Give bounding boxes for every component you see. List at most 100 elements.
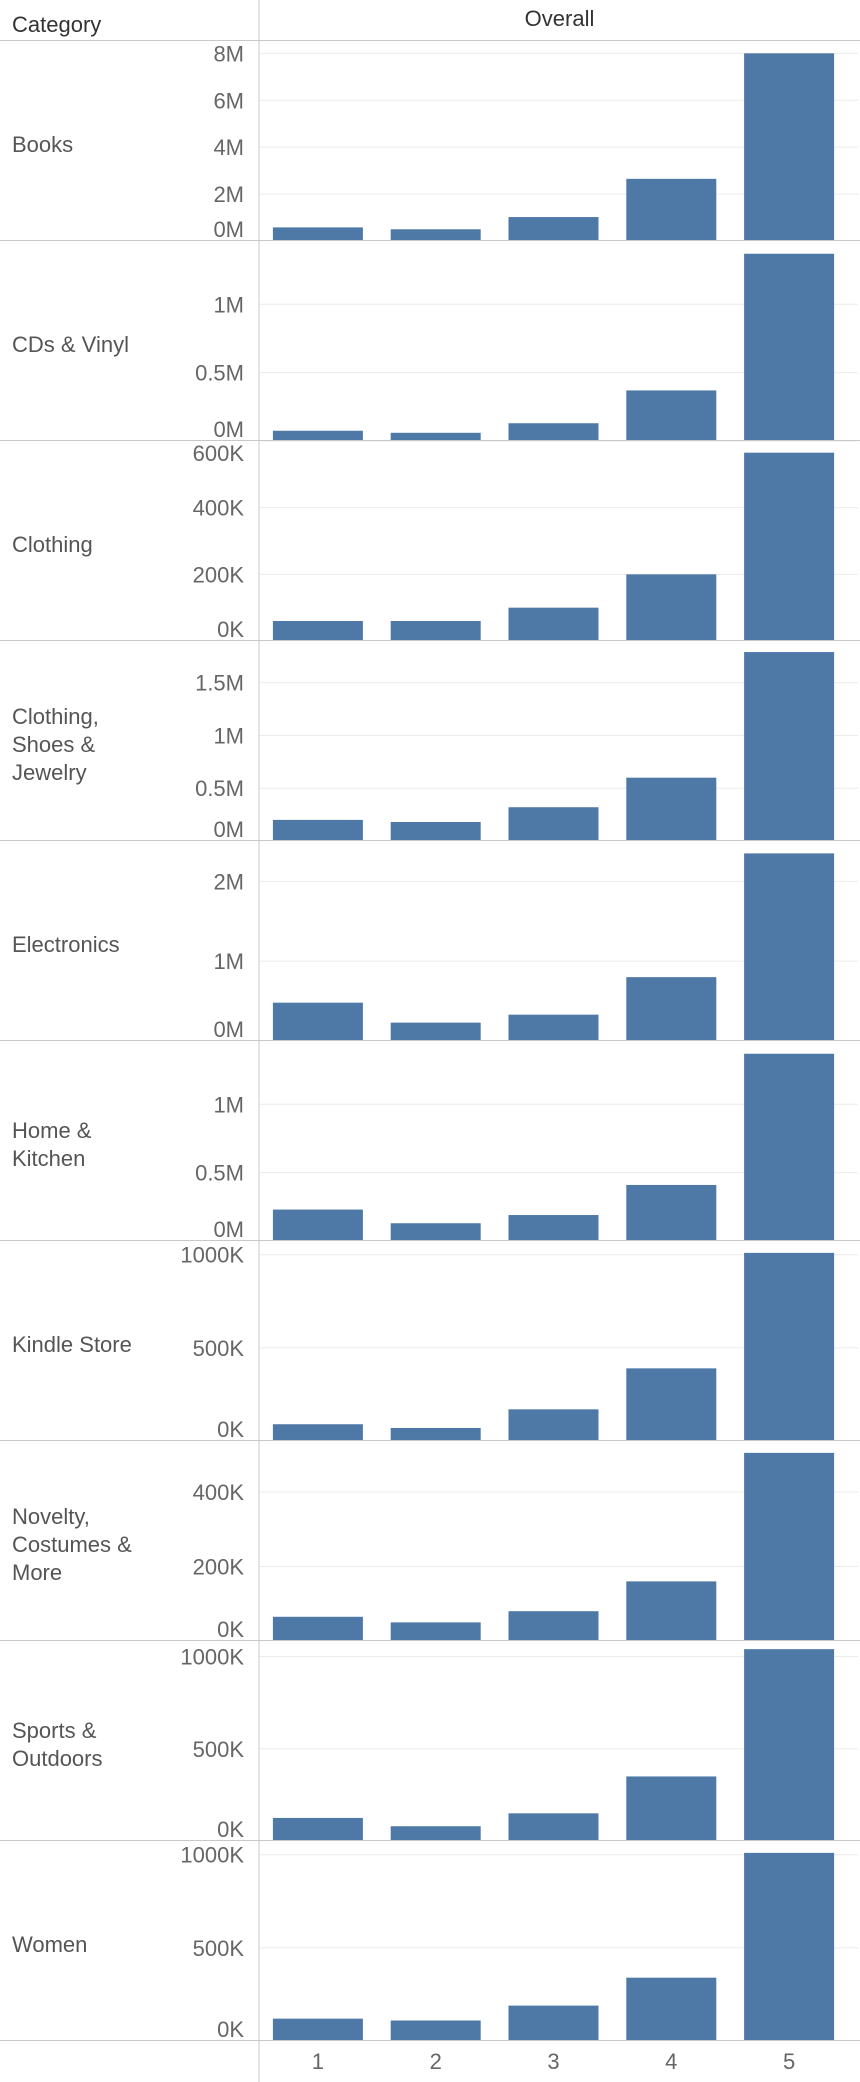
y-tick-label: 1M bbox=[213, 949, 244, 974]
bar bbox=[744, 1452, 835, 1641]
bar bbox=[626, 574, 717, 641]
category-label: CDs & Vinyl bbox=[12, 332, 129, 357]
panel-plot: 0M 1M 2M bbox=[0, 841, 860, 1041]
bar bbox=[744, 1053, 835, 1241]
x-tick-label: 3 bbox=[547, 2049, 559, 2074]
bar bbox=[390, 1826, 481, 1841]
category-panel: 0M 0.5M 1M 1.5M Clothing, Shoes & Jewelry bbox=[0, 641, 860, 841]
y-tick-label: 2M bbox=[213, 869, 244, 894]
y-tick-label: 0K bbox=[217, 1617, 244, 1641]
y-tick-label: 1000K bbox=[180, 1243, 244, 1268]
bar bbox=[272, 1424, 363, 1441]
bar bbox=[272, 621, 363, 641]
y-tick-label: 0M bbox=[213, 1217, 244, 1241]
x-tick-label: 5 bbox=[783, 2049, 795, 2074]
bar bbox=[390, 621, 481, 641]
category-panel: 0M 2M 4M 6M 8M Books bbox=[0, 41, 860, 241]
bar bbox=[744, 652, 835, 841]
y-tick-label: 2M bbox=[213, 182, 244, 207]
panel-plot: 0M 0.5M 1M bbox=[0, 241, 860, 441]
y-tick-label: 0K bbox=[217, 2017, 244, 2041]
category-column-header: Category bbox=[12, 12, 102, 37]
category-panel: 0K 200K 400K Novelty, Costumes & More bbox=[0, 1441, 860, 1641]
bar bbox=[744, 1852, 835, 2041]
bar bbox=[626, 1581, 717, 1641]
panel-plot: 0K 500K 1000K bbox=[0, 1241, 860, 1441]
bar bbox=[508, 607, 599, 641]
y-tick-label: 0.5M bbox=[195, 1161, 244, 1186]
bar bbox=[744, 253, 835, 441]
y-tick-label: 1.5M bbox=[195, 671, 244, 696]
panel-plot: 0K 200K 400K 600K bbox=[0, 441, 860, 641]
y-tick-label: 500K bbox=[193, 1336, 245, 1361]
x-axis: 1 2 3 4 5 bbox=[258, 2041, 795, 2082]
bar bbox=[390, 229, 481, 241]
bar bbox=[272, 227, 363, 241]
bar bbox=[626, 777, 717, 841]
y-tick-label: 500K bbox=[193, 1737, 245, 1762]
x-tick-label: 2 bbox=[430, 2049, 442, 2074]
y-tick-label: 1M bbox=[213, 292, 244, 317]
bar bbox=[626, 390, 717, 441]
bar bbox=[744, 1252, 835, 1441]
y-tick-label: 0.5M bbox=[195, 776, 244, 801]
category-label: Home & Kitchen bbox=[12, 1118, 92, 1171]
bar bbox=[272, 2018, 363, 2041]
y-tick-label: 0K bbox=[217, 1817, 244, 1841]
bar bbox=[508, 1014, 599, 1041]
y-tick-label: 500K bbox=[193, 1936, 245, 1961]
bar bbox=[744, 853, 835, 1041]
bar bbox=[626, 977, 717, 1041]
bar bbox=[390, 1427, 481, 1441]
bar bbox=[508, 2005, 599, 2041]
bar bbox=[390, 1223, 481, 1241]
y-tick-label: 1000K bbox=[180, 1645, 244, 1670]
y-tick-label: 0M bbox=[213, 1017, 244, 1041]
y-tick-label: 400K bbox=[193, 1480, 245, 1505]
bar bbox=[272, 1002, 363, 1041]
bar bbox=[744, 53, 835, 241]
category-label: Women bbox=[12, 1932, 88, 1957]
bar bbox=[272, 1616, 363, 1641]
y-tick-label: 1000K bbox=[180, 1843, 244, 1868]
category-panel: 0M 1M 2M Electronics bbox=[0, 841, 860, 1041]
category-panel: 0K 200K 400K 600K Clothing bbox=[0, 441, 860, 641]
bar bbox=[508, 1215, 599, 1241]
bar bbox=[390, 1622, 481, 1641]
bar bbox=[272, 430, 363, 441]
bar bbox=[508, 423, 599, 441]
bar bbox=[626, 1368, 717, 1441]
bar bbox=[626, 1977, 717, 2041]
category-label: Sports & Outdoors bbox=[12, 1718, 103, 1771]
bar bbox=[508, 807, 599, 841]
bar bbox=[626, 1776, 717, 1841]
bar bbox=[390, 822, 481, 841]
panel-plot: 0K 500K 1000K bbox=[0, 1841, 860, 2041]
panel-plot: 0M 0.5M 1M 1.5M bbox=[0, 641, 860, 841]
category-panel: 0M 0.5M 1M Home & Kitchen bbox=[0, 1041, 860, 1241]
bar bbox=[508, 1611, 599, 1641]
category-panel: 0K 500K 1000K Women bbox=[0, 1841, 860, 2041]
y-tick-label: 0M bbox=[213, 217, 244, 241]
bar bbox=[272, 1209, 363, 1241]
y-tick-label: 0K bbox=[217, 617, 244, 641]
bar bbox=[508, 217, 599, 241]
bar bbox=[744, 1649, 835, 1841]
panel-plot: 0M 2M 4M 6M 8M bbox=[0, 41, 860, 241]
bar bbox=[390, 2020, 481, 2041]
y-tick-label: 4M bbox=[213, 135, 244, 160]
category-panel: 0K 500K 1000K Kindle Store bbox=[0, 1241, 860, 1441]
overall-column-header: Overall bbox=[524, 6, 595, 31]
category-label: Clothing bbox=[12, 532, 93, 557]
bar bbox=[390, 432, 481, 441]
panel-plot: 0K 200K 400K bbox=[0, 1441, 860, 1641]
bar bbox=[272, 819, 363, 841]
bar bbox=[272, 1817, 363, 1841]
y-tick-label: 1M bbox=[213, 1092, 244, 1117]
y-tick-label: 8M bbox=[213, 41, 244, 66]
y-tick-label: 1M bbox=[213, 723, 244, 748]
y-tick-label: 200K bbox=[193, 562, 245, 587]
bar bbox=[390, 1022, 481, 1041]
category-label: Electronics bbox=[12, 932, 120, 957]
bar bbox=[744, 452, 835, 641]
